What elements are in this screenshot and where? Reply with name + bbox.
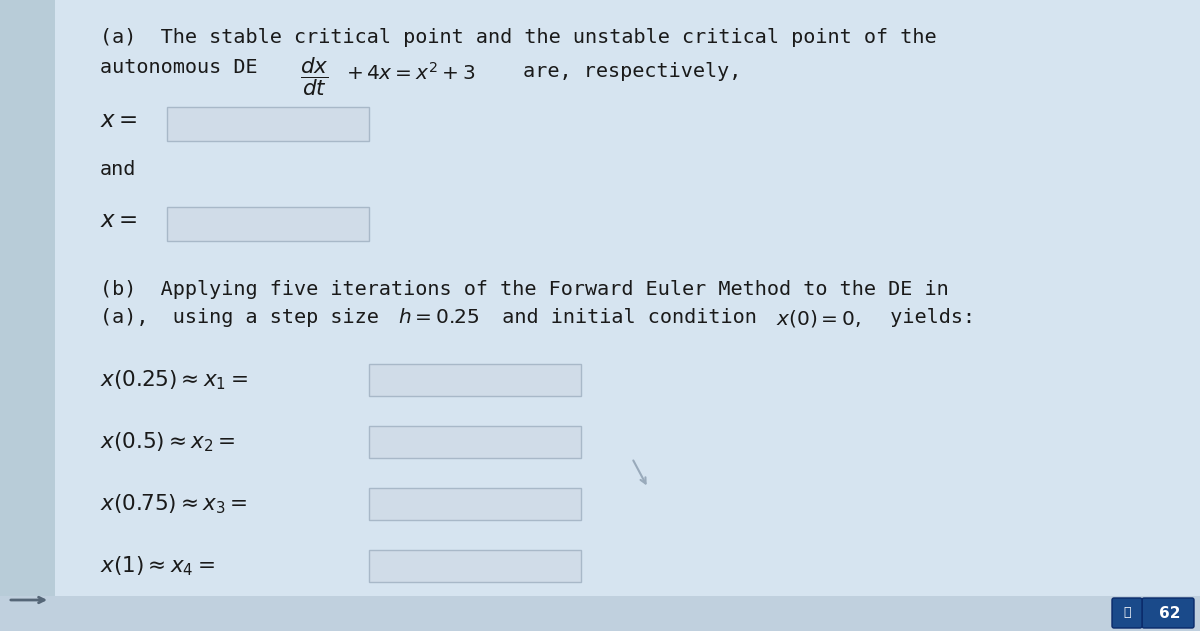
Text: autonomous DE: autonomous DE [100, 58, 258, 77]
Text: $x =$: $x =$ [100, 210, 137, 232]
Text: $x(0)=0,$: $x(0)=0,$ [776, 308, 860, 329]
Text: $+\,4x = x^2+3$: $+\,4x = x^2+3$ [346, 62, 475, 84]
Text: are, respectively,: are, respectively, [511, 62, 742, 81]
FancyBboxPatch shape [370, 488, 581, 520]
Text: and: and [100, 160, 137, 179]
Text: 62: 62 [1159, 606, 1181, 620]
FancyBboxPatch shape [167, 107, 370, 141]
Text: $x(0.25) \approx x_1 =$: $x(0.25) \approx x_1 =$ [100, 368, 248, 392]
Text: $x(0.5) \approx x_2 =$: $x(0.5) \approx x_2 =$ [100, 430, 235, 454]
FancyBboxPatch shape [1142, 598, 1194, 628]
Text: $x(0.75) \approx x_3 =$: $x(0.75) \approx x_3 =$ [100, 492, 247, 516]
FancyBboxPatch shape [370, 364, 581, 396]
Bar [0, 0, 55, 631]
Text: $h=0.25$: $h=0.25$ [398, 308, 479, 327]
FancyBboxPatch shape [167, 207, 370, 241]
FancyBboxPatch shape [1112, 598, 1142, 628]
Bar [0, 596, 1200, 631]
Text: $\dfrac{dx}{dt}$: $\dfrac{dx}{dt}$ [300, 55, 329, 98]
Text: (b)  Applying five iterations of the Forward Euler Method to the DE in: (b) Applying five iterations of the Forw… [100, 280, 949, 299]
Text: 🐕: 🐕 [1123, 606, 1130, 620]
FancyBboxPatch shape [370, 426, 581, 458]
Text: $x(1) \approx x_4 =$: $x(1) \approx x_4 =$ [100, 554, 215, 577]
Text: and initial condition: and initial condition [478, 308, 781, 327]
Text: (a),  using a step size: (a), using a step size [100, 308, 403, 327]
Text: yields:: yields: [866, 308, 976, 327]
FancyBboxPatch shape [370, 550, 581, 582]
Text: $x =$: $x =$ [100, 110, 137, 132]
Text: (a)  The stable critical point and the unstable critical point of the: (a) The stable critical point and the un… [100, 28, 937, 47]
